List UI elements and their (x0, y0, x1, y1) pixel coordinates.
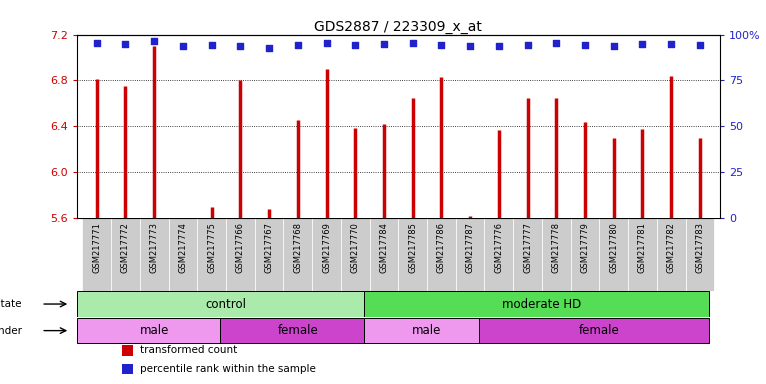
Text: male: male (412, 324, 442, 337)
Point (665, 41, 677, 47)
Text: GSM217766: GSM217766 (236, 222, 245, 273)
Text: GSM217778: GSM217778 (552, 222, 561, 273)
Text: control: control (205, 298, 247, 311)
Text: GSM217780: GSM217780 (609, 222, 618, 273)
Bar (628, 218, 656, 291)
Bar (283, 218, 313, 291)
Point (694, 42, 706, 48)
Bar (370, 218, 398, 291)
Bar (77, 291, 364, 317)
Bar (398, 218, 427, 291)
Bar (221, 318, 364, 343)
Text: GSM217775: GSM217775 (207, 222, 216, 273)
Point (407, 40, 419, 46)
Bar (571, 218, 599, 291)
Text: GSM217785: GSM217785 (408, 222, 417, 273)
Bar (122, 364, 133, 374)
Bar (456, 218, 485, 291)
Bar (140, 218, 169, 291)
Point (550, 40, 562, 46)
Point (263, 45, 275, 51)
Text: GSM217770: GSM217770 (351, 222, 360, 273)
Text: GSM217779: GSM217779 (581, 222, 590, 273)
Bar (542, 218, 571, 291)
Bar (111, 218, 140, 291)
Bar (169, 218, 198, 291)
Point (637, 41, 649, 47)
Text: GSM217768: GSM217768 (293, 222, 303, 273)
Text: male: male (139, 324, 169, 337)
Text: GSM217771: GSM217771 (92, 222, 101, 273)
Text: GSM217773: GSM217773 (149, 222, 159, 273)
Point (148, 38, 160, 45)
Text: GSM217776: GSM217776 (494, 222, 503, 273)
Point (435, 42, 447, 48)
Bar (686, 218, 714, 291)
Text: GSM217783: GSM217783 (696, 222, 705, 273)
Text: disease state: disease state (0, 299, 22, 309)
Bar (83, 218, 111, 291)
Point (607, 43, 620, 49)
Point (292, 42, 304, 48)
Text: GSM217772: GSM217772 (121, 222, 130, 273)
Point (378, 41, 390, 47)
Bar (656, 218, 686, 291)
Bar (77, 318, 221, 343)
Text: GSM217767: GSM217767 (264, 222, 273, 273)
Text: gender: gender (0, 326, 22, 336)
Point (349, 42, 362, 48)
Point (205, 42, 218, 48)
Point (493, 43, 505, 49)
Bar (226, 218, 254, 291)
Point (320, 40, 332, 46)
Bar (364, 291, 709, 317)
Text: GSM217781: GSM217781 (638, 222, 647, 273)
Bar (427, 218, 456, 291)
Text: percentile rank within the sample: percentile rank within the sample (139, 364, 316, 374)
Title: GDS2887 / 223309_x_at: GDS2887 / 223309_x_at (314, 20, 483, 33)
Text: moderate HD: moderate HD (502, 298, 581, 311)
Text: female: female (579, 324, 620, 337)
Bar (599, 218, 628, 291)
Text: transformed count: transformed count (139, 346, 237, 356)
Text: GSM217774: GSM217774 (178, 222, 188, 273)
Bar (254, 218, 283, 291)
Text: GSM217787: GSM217787 (466, 222, 475, 273)
Text: GSM217784: GSM217784 (379, 222, 388, 273)
Bar (341, 218, 370, 291)
Point (90, 40, 103, 46)
Bar (364, 318, 479, 343)
Text: GSM217786: GSM217786 (437, 222, 446, 273)
Point (464, 43, 476, 49)
Bar (513, 218, 542, 291)
Text: GSM217777: GSM217777 (523, 222, 532, 273)
Text: GSM217769: GSM217769 (322, 222, 331, 273)
Point (119, 41, 132, 47)
Point (579, 42, 591, 48)
Point (177, 43, 189, 49)
Bar (479, 318, 709, 343)
Text: GSM217782: GSM217782 (666, 222, 676, 273)
Bar (313, 218, 341, 291)
Bar (122, 345, 133, 356)
Bar (485, 218, 513, 291)
Point (234, 43, 247, 49)
Bar (198, 218, 226, 291)
Text: female: female (277, 324, 318, 337)
Point (522, 42, 534, 48)
